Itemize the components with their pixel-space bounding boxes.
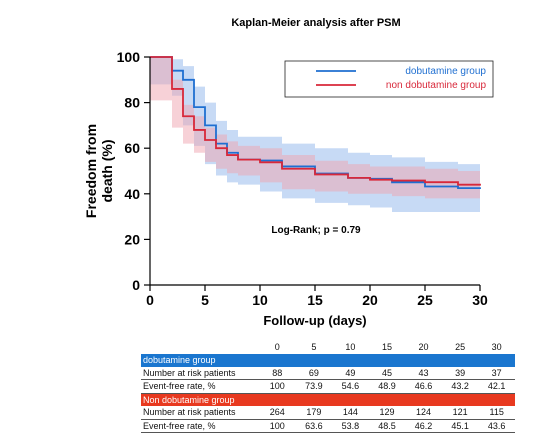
time-header-cell: 5: [311, 342, 317, 353]
table-row: Event-free rate, % 100 73.9 54.6 48.9 46.6 43.…: [141, 379, 515, 394]
legend-label-dobutamine: dobutamine group: [405, 66, 486, 77]
x-axis-title: Follow-up (days): [263, 313, 366, 328]
legend-box: [284, 60, 494, 98]
table-cell: 179: [295, 406, 333, 420]
row-label: Number at risk patients: [141, 406, 259, 420]
x-tick-label: 10: [252, 292, 268, 308]
table-cell: 73.9: [295, 379, 333, 394]
time-header-cell: 20: [418, 342, 429, 353]
table-cell: 100: [259, 379, 296, 394]
time-header-cell: 15: [381, 342, 392, 353]
time-header-cell: 25: [455, 342, 466, 353]
km-chart: Kaplan-Meier analysis after PSM 0 20 40 60 8…: [83, 17, 494, 328]
table-row: Event-free rate, % 100 63.6 53.8 48.5 46.2 45.…: [141, 419, 515, 433]
time-header-cell: 10: [345, 342, 356, 353]
group-label: dobutamine group: [141, 354, 515, 367]
group-label: Non dobutamine group: [141, 393, 515, 406]
table-cell: 43: [405, 366, 442, 380]
y-axis-title-line-2: death (%): [99, 140, 115, 203]
table-cell: 129: [368, 406, 406, 420]
table-cell: 115: [478, 406, 515, 420]
y-ticks: 0 20 40 60 80 100: [117, 49, 150, 293]
group-header-row: Non dobutamine group: [141, 393, 515, 406]
table-cell: 45: [368, 366, 406, 380]
y-tick-label: 60: [124, 140, 140, 156]
table-cell: 53.8: [332, 419, 369, 433]
y-tick-label: 40: [124, 186, 140, 202]
y-tick-label: 100: [117, 49, 141, 65]
x-tick-label: 30: [472, 292, 488, 308]
chart-title: Kaplan-Meier analysis after PSM: [231, 17, 400, 29]
risk-table: 0 5 10 15 20 25 30 dobutamine group Number at ri…: [141, 341, 515, 433]
row-label: Number at risk patients: [141, 366, 259, 380]
time-header-cell: 0: [274, 342, 280, 353]
table-cell: 144: [332, 406, 369, 420]
table-cell: 37: [478, 366, 515, 380]
x-tick-label: 5: [201, 292, 209, 308]
x-tick-label: 15: [307, 292, 323, 308]
table-cell: 88: [259, 366, 296, 380]
table-cell: 46.2: [405, 419, 442, 433]
table-cell: 46.6: [405, 379, 442, 394]
table-cell: 264: [259, 406, 296, 420]
confidence-bands: [150, 57, 480, 213]
confidence-band-non-dobutamine: [150, 57, 480, 199]
x-tick-label: 0: [146, 292, 154, 308]
time-header-cell: 30: [491, 342, 502, 353]
group-header-row: dobutamine group: [141, 354, 515, 367]
x-tick-label: 25: [417, 292, 433, 308]
table-cell: 42.1: [478, 379, 515, 394]
table-cell: 48.5: [368, 419, 406, 433]
y-tick-label: 20: [124, 231, 140, 247]
x-tick-label: 20: [362, 292, 378, 308]
table-cell: 69: [295, 366, 333, 380]
table-cell: 39: [441, 366, 479, 380]
time-header-row: 0 5 10 15 20 25 30: [141, 341, 515, 354]
row-label: Event-free rate, %: [141, 419, 259, 433]
table-row: Number at risk patients 88 69 49 45 43 39 37: [141, 366, 515, 380]
table-cell: 43.2: [441, 379, 479, 394]
survival-curves: [150, 56, 481, 190]
survival-curve-non-dobutamine: [150, 56, 481, 186]
table-cell: 49: [332, 366, 369, 380]
table-cell: 54.6: [332, 379, 369, 394]
table-cell: 100: [259, 419, 296, 433]
table-cell: 43.6: [478, 419, 515, 433]
legend-label-non-dobutamine: non dobutamine group: [386, 80, 487, 91]
y-axis-title-line-1: Freedom from: [83, 124, 99, 218]
table-row: Number at risk patients 264 179 144 129 124 12…: [141, 406, 515, 420]
y-tick-label: 0: [132, 277, 140, 293]
table-cell: 48.9: [368, 379, 406, 394]
table-cell: 45.1: [441, 419, 479, 433]
row-label: Event-free rate, %: [141, 379, 259, 394]
log-rank-annotation: Log-Rank; p = 0.79: [271, 225, 361, 236]
y-tick-label: 80: [124, 95, 140, 111]
x-ticks: 0 5 10 15 20 25 30: [146, 285, 488, 308]
table-cell: 121: [441, 406, 479, 420]
table-cell: 124: [405, 406, 442, 420]
legend: dobutamine group non dobutamine group: [284, 60, 494, 98]
table-cell: 63.6: [295, 419, 333, 433]
